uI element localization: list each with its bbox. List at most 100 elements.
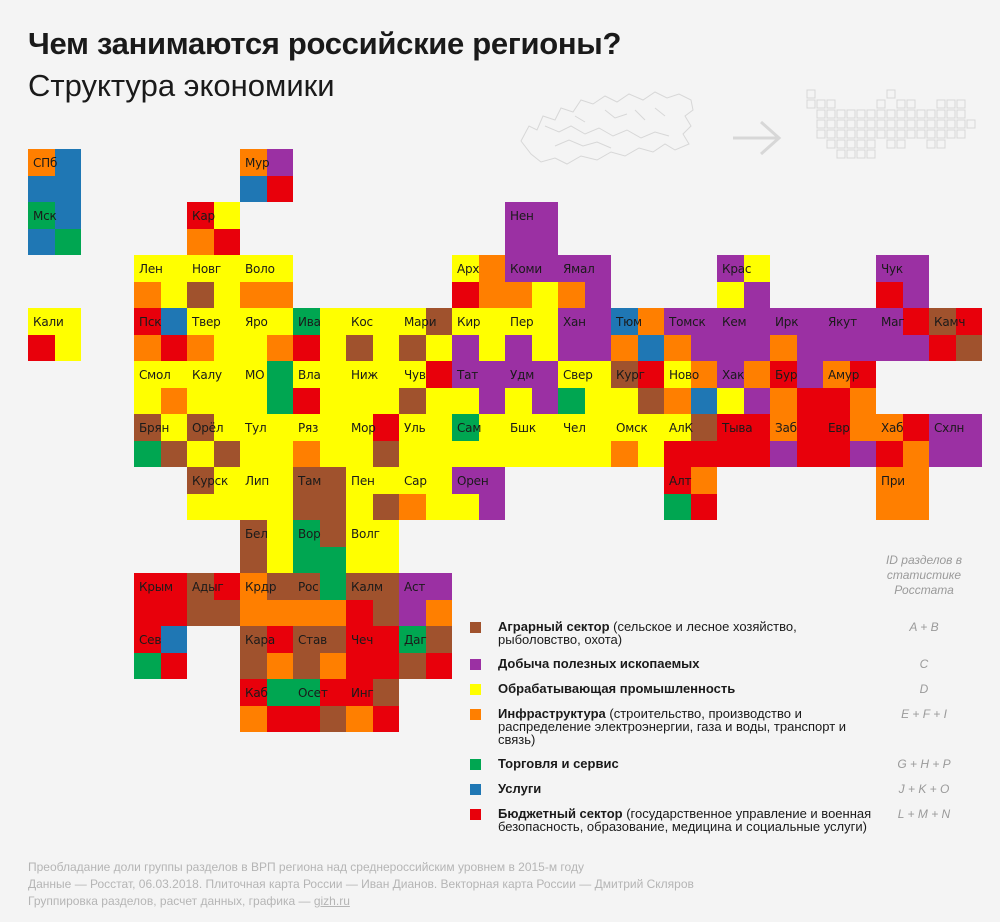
region-quadrant: [823, 334, 850, 361]
region-tile: Кос: [346, 308, 399, 361]
region-quadrant: [319, 493, 346, 520]
region-quadrant: [266, 599, 293, 626]
region-quadrant: [399, 440, 426, 467]
region-quadrant: [425, 308, 452, 335]
region-label: Ряз: [298, 421, 319, 435]
region-quadrant: [346, 705, 373, 732]
region-quadrant: [319, 520, 346, 547]
region-label: Нен: [510, 209, 534, 223]
region-label: Кем: [722, 315, 747, 329]
region-quadrant: [717, 334, 744, 361]
region-tile: Ряз: [293, 414, 346, 467]
legend-name: Аграрный сектор: [498, 619, 610, 634]
footer-link[interactable]: gizh.ru: [313, 894, 350, 908]
region-tile: Твер: [187, 308, 240, 361]
region-quadrant: [134, 334, 161, 361]
region-quadrant: [425, 387, 452, 414]
region-tile: Мск: [28, 202, 81, 255]
grid-cell: [816, 109, 826, 119]
grid-cell: [826, 99, 836, 109]
region-quadrant: [399, 599, 426, 626]
region-label: Свер: [563, 368, 593, 382]
region-quadrant: [531, 281, 558, 308]
region-quadrant: [240, 546, 267, 573]
region-quadrant: [452, 334, 479, 361]
region-quadrant: [28, 334, 55, 361]
grid-cell: [966, 119, 976, 129]
region-label: Удм: [510, 368, 535, 382]
region-quadrant: [134, 308, 161, 335]
region-quadrant: [849, 334, 876, 361]
region-tile: Кали: [28, 308, 81, 361]
region-label: Крдр: [245, 580, 277, 594]
region-quadrant: [611, 308, 638, 335]
region-quadrant: [319, 652, 346, 679]
region-quadrant: [796, 414, 823, 441]
legend-description: (сельское и лесное хозяйство, рыболовств…: [498, 619, 797, 647]
footer-line-2: Данные — Росстат, 06.03.2018. Плиточная …: [28, 877, 694, 891]
region-tile: Сар: [399, 467, 452, 520]
region-quadrant: [319, 387, 346, 414]
region-label: Даг: [404, 633, 427, 647]
region-label: Орёл: [192, 421, 224, 435]
region-quadrant: [240, 308, 267, 335]
region-quadrant: [584, 414, 611, 441]
region-quadrant: [505, 387, 532, 414]
region-quadrant: [160, 361, 187, 388]
region-quadrant: [160, 573, 187, 600]
region-quadrant: [796, 440, 823, 467]
region-tile: Удм: [505, 361, 558, 414]
legend-name: Инфраструктура: [498, 706, 606, 721]
region-quadrant: [452, 467, 479, 494]
region-label: Кали: [33, 315, 64, 329]
region-label: Мор: [351, 421, 376, 435]
region-quadrant: [160, 414, 187, 441]
region-label: Бшк: [510, 421, 536, 435]
region-quadrant: [319, 626, 346, 653]
region-label: Кир: [457, 315, 481, 329]
region-quadrant: [478, 387, 505, 414]
region-quadrant: [240, 334, 267, 361]
region-quadrant: [213, 255, 240, 282]
grid-cell: [876, 99, 886, 109]
region-quadrant: [452, 361, 479, 388]
region-label: Инг: [351, 686, 374, 700]
region-tile: Смол: [134, 361, 187, 414]
legend-text: Торговля и сервис: [498, 757, 878, 770]
region-tile: Хак: [717, 361, 770, 414]
region-quadrant: [134, 652, 161, 679]
region-tile: При: [876, 467, 929, 520]
grid-cell: [906, 99, 916, 109]
region-quadrant: [54, 228, 81, 255]
grid-cell: [936, 119, 946, 129]
region-quadrant: [372, 387, 399, 414]
region-quadrant: [187, 255, 214, 282]
grid-cell: [916, 129, 926, 139]
grid-cell: [816, 129, 826, 139]
footer-credit: Группировка разделов, расчет данных, гра…: [28, 894, 314, 908]
region-label: Арх: [457, 262, 480, 276]
grid-cell: [836, 129, 846, 139]
region-quadrant: [664, 493, 691, 520]
grid-cell: [836, 109, 846, 119]
region-quadrant: [240, 705, 267, 732]
region-quadrant: [452, 414, 479, 441]
region-quadrant: [690, 387, 717, 414]
region-quadrant: [319, 679, 346, 706]
region-quadrant: [372, 308, 399, 335]
region-quadrant: [505, 202, 532, 229]
region-label: Пен: [351, 474, 375, 488]
region-tile: Хаб: [876, 414, 929, 467]
region-label: Якут: [828, 315, 857, 329]
region-quadrant: [266, 387, 293, 414]
region-quadrant: [54, 202, 81, 229]
region-quadrant: [505, 281, 532, 308]
region-quadrant: [611, 440, 638, 467]
region-quadrant: [770, 414, 797, 441]
region-label: Ямал: [563, 262, 595, 276]
region-quadrant: [319, 599, 346, 626]
region-quadrant: [452, 308, 479, 335]
region-quadrant: [558, 334, 585, 361]
region-quadrant: [372, 493, 399, 520]
